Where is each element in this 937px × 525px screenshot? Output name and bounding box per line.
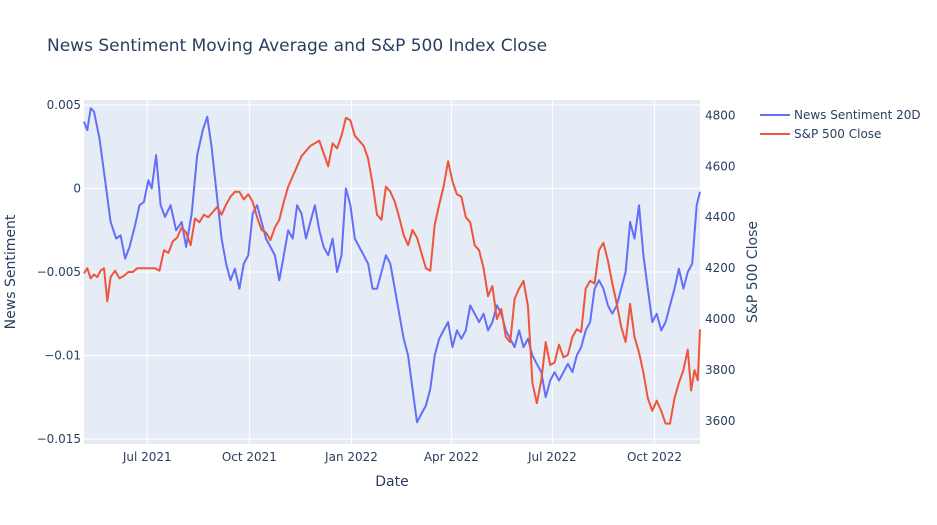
x-tick-label: Jan 2022	[324, 450, 378, 464]
chart-title: News Sentiment Moving Average and S&P 50…	[47, 36, 547, 56]
x-tick-label: Oct 2021	[222, 450, 277, 464]
x-tick-label: Jul 2022	[527, 450, 577, 464]
legend-label-sentiment: News Sentiment 20D	[794, 108, 921, 122]
y2-tick-label: 4800	[705, 108, 736, 122]
legend-label-sp500: S&P 500 Close	[794, 127, 881, 141]
y-axis-title: News Sentiment	[3, 214, 19, 329]
x-tick-label: Oct 2022	[627, 450, 682, 464]
y2-tick-label: 4600	[705, 159, 736, 173]
legend[interactable]: News Sentiment 20D S&P 500 Close	[760, 108, 921, 141]
y-tick-label: −0.01	[44, 348, 81, 362]
series-line-sentiment	[83, 107, 701, 424]
y2-tick-label: 3600	[705, 414, 736, 428]
y2-tick-label: 4400	[705, 210, 736, 224]
y2-tick-label: 3800	[705, 363, 736, 377]
x-axis-title: Date	[375, 474, 408, 490]
legend-item-sp500[interactable]: S&P 500 Close	[760, 127, 881, 141]
y2-axis-title: S&P 500 Close	[745, 221, 761, 323]
series-lines	[83, 107, 701, 425]
y2-tick-label: 4200	[705, 261, 736, 275]
y-tick-label: 0.005	[47, 98, 81, 112]
y2-tick-label: 4000	[705, 312, 736, 326]
y-tick-label: 0	[73, 182, 81, 196]
legend-item-sentiment[interactable]: News Sentiment 20D	[760, 108, 921, 122]
series-line-sp500	[83, 116, 701, 425]
tick-labels: 0.005 0 −0.005 −0.01 −0.015 4800 4600 4400 4200 4…	[37, 98, 736, 464]
x-tick-label: Jul 2021	[122, 450, 172, 464]
y-tick-label: −0.005	[37, 265, 81, 279]
x-tick-label: Apr 2022	[424, 450, 479, 464]
y-tick-label: −0.015	[37, 432, 81, 446]
